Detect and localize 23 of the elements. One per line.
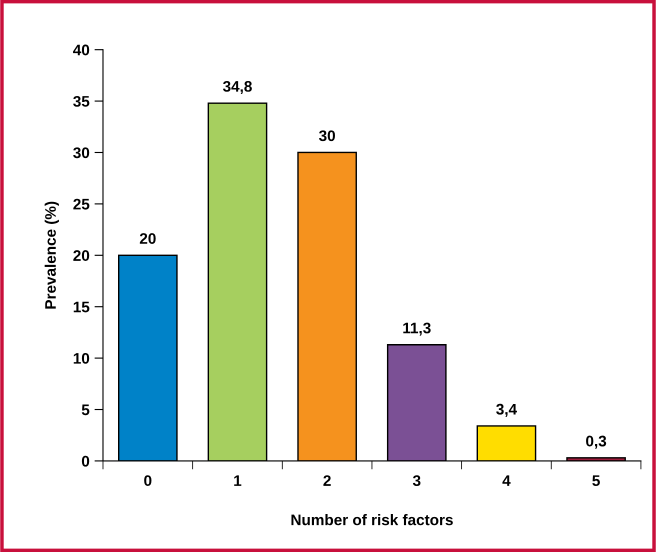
x-tick-label: 1 — [234, 475, 242, 486]
x-tick-label: 2 — [323, 475, 331, 486]
x-tick-label: 3 — [412, 475, 420, 486]
y-tick-label: 0 — [82, 456, 90, 467]
x-tick-label: 4 — [502, 475, 511, 486]
data-label: 0,3 — [586, 436, 606, 449]
data-label: 30 — [318, 130, 335, 142]
x-axis-title: Number of risk factors — [291, 514, 453, 526]
data-label: 11,3 — [403, 322, 431, 336]
y-tick-label: 40 — [73, 44, 90, 56]
y-tick-label: 15 — [74, 302, 90, 312]
data-label: 34,8 — [222, 80, 252, 94]
y-axis-title: Prevalence (%) — [44, 202, 59, 309]
x-tick-label: 5 — [592, 475, 600, 486]
y-tick-label: 30 — [73, 147, 90, 158]
y-tick-label: 20 — [73, 250, 90, 261]
y-tick-label: 5 — [82, 404, 90, 416]
y-tick-label: 35 — [73, 96, 90, 107]
data-label: 20 — [140, 233, 156, 244]
x-tick-label: 0 — [144, 475, 152, 486]
y-tick-label: 10 — [74, 352, 90, 364]
y-tick-label: 25 — [73, 198, 90, 210]
data-label: 3,4 — [496, 404, 517, 417]
